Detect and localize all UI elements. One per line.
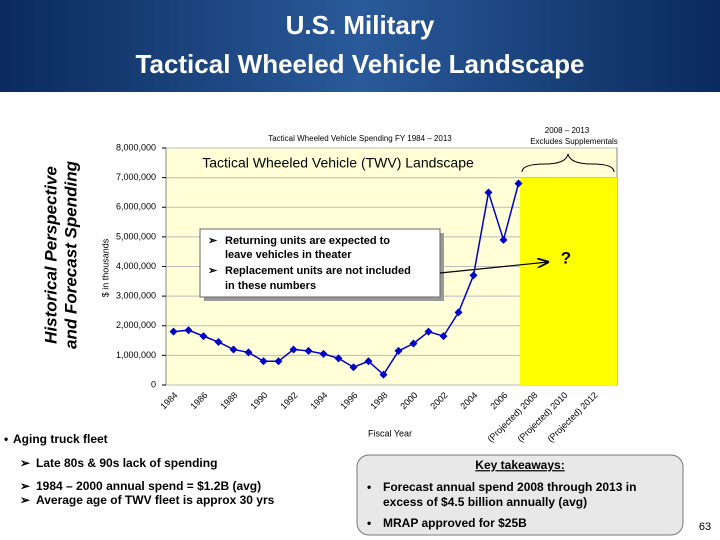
- takeaway-marker: •: [367, 480, 371, 494]
- takeaways-box: [356, 454, 684, 536]
- bullet-main: Aging truck fleet: [13, 432, 108, 446]
- callout-marker: ➢: [208, 265, 218, 277]
- point: [349, 363, 358, 372]
- bullet-item: 1984 – 2000 annual spend = $1.2B (avg): [36, 479, 261, 493]
- bullet-marker: ➢: [20, 456, 31, 470]
- forecast-note: 2008 – 2013: [545, 126, 590, 135]
- point: [289, 345, 298, 354]
- forecast-box: [520, 178, 617, 385]
- bullet-marker: ➢: [20, 493, 31, 507]
- brace: [521, 153, 615, 173]
- y-tick-label: 1,000,000: [116, 350, 156, 360]
- point: [409, 339, 418, 348]
- point: [424, 327, 433, 336]
- callout-line: in these numbers: [225, 280, 316, 292]
- point: [334, 354, 343, 363]
- bullet-marker: •: [4, 432, 8, 446]
- point: [244, 348, 253, 357]
- inner-title: Tactical Wheeled Vehicle (TWV) Landscape: [202, 155, 474, 171]
- takeaway-line: MRAP approved for $25B: [383, 516, 527, 530]
- bullet-marker: ➢: [20, 479, 31, 493]
- header-band: [0, 0, 720, 92]
- callout-line: leave vehicles in theater: [225, 249, 352, 261]
- point: [379, 370, 388, 379]
- point: [364, 357, 373, 366]
- y-axis-label: $ in thousands: [100, 238, 110, 297]
- point: [514, 179, 523, 188]
- bullet-item: Late 80s & 90s lack of spending: [36, 456, 217, 470]
- takeaway-line: excess of $4.5 billion annually (avg): [383, 495, 587, 509]
- point: [484, 188, 493, 197]
- takeaways-title: Key takeaways:: [475, 458, 564, 472]
- point: [229, 345, 238, 354]
- point: [304, 346, 313, 355]
- y-tick-label: 0: [151, 379, 156, 389]
- title-line: Tactical Wheeled Vehicle Landscape: [136, 49, 585, 79]
- y-tick-label: 8,000,000: [116, 142, 156, 152]
- point: [499, 235, 508, 244]
- callout-line: Replacement units are not included: [225, 265, 411, 277]
- arrow: [439, 262, 548, 274]
- callout-box: [199, 228, 441, 298]
- y-tick-label: 6,000,000: [116, 202, 156, 212]
- point: [319, 349, 328, 358]
- question: ?: [561, 248, 571, 267]
- point: [214, 338, 223, 347]
- point: [259, 357, 268, 366]
- x-axis-label: Fiscal Year: [368, 428, 412, 438]
- page-number: 63: [699, 521, 711, 533]
- callout-line: Returning units are expected to: [225, 235, 390, 247]
- callout-marker: ➢: [208, 235, 218, 247]
- y-tick-label: 5,000,000: [116, 231, 156, 241]
- point: [469, 271, 478, 280]
- bullet-item: Average age of TWV fleet is approx 30 yr…: [36, 493, 275, 507]
- side-label-line: Historical Perspective: [41, 166, 60, 344]
- point: [454, 308, 463, 317]
- point: [394, 346, 403, 355]
- y-tick-label: 3,000,000: [116, 291, 156, 301]
- takeaway-line: Forecast annual spend 2008 through 2013 …: [383, 480, 636, 494]
- side-label-line: and Forecast Spending: [61, 160, 80, 349]
- point: [439, 332, 448, 341]
- inner-title-box: [172, 152, 505, 176]
- title-line: U.S. Military: [286, 10, 435, 40]
- y-tick-label: 2,000,000: [116, 320, 156, 330]
- y-tick-label: 7,000,000: [116, 172, 156, 182]
- takeaway-marker: •: [367, 516, 371, 530]
- y-tick-label: 4,000,000: [116, 261, 156, 271]
- chart-title: Tactical Wheeled Vehicle Spending FY 198…: [268, 134, 452, 143]
- side-label: Historical Perspective and Forecast Spen…: [41, 160, 80, 349]
- point: [169, 327, 178, 336]
- point: [274, 357, 283, 366]
- point: [199, 332, 208, 341]
- point: [184, 326, 193, 335]
- forecast-note: Excludes Supplementals: [530, 137, 618, 146]
- series: [169, 179, 523, 379]
